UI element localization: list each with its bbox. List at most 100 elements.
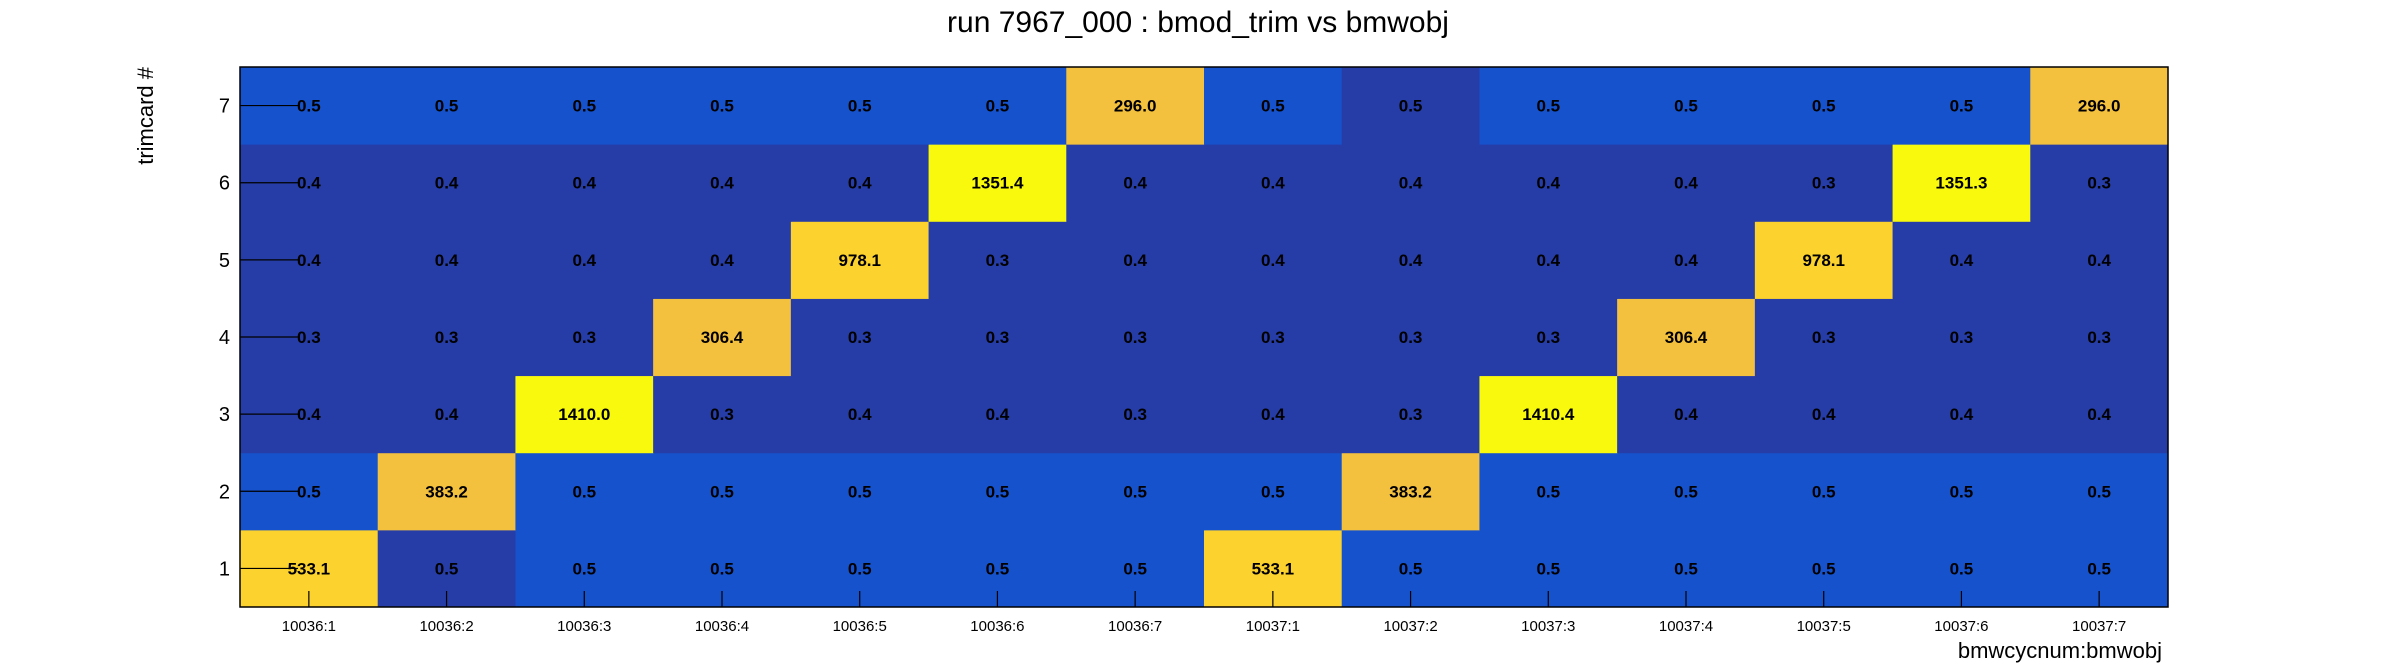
heatmap-cell: [1204, 375, 1343, 454]
y-tick-label: 6: [219, 173, 230, 195]
heatmap-cell-label: 0.5: [1123, 482, 1147, 501]
heatmap-cell: [1066, 67, 1205, 145]
heatmap-cell-label: 0.3: [297, 328, 321, 347]
heatmap-cell-label: 0.3: [2087, 174, 2111, 193]
heatmap-cell-label: 383.2: [425, 482, 468, 501]
heatmap-cell-label: 0.3: [1950, 328, 1974, 347]
heatmap-cell: [2030, 375, 2169, 454]
heatmap-cell: [1479, 144, 1618, 222]
heatmap-cell: [653, 67, 792, 145]
heatmap-cell: [790, 67, 930, 145]
heatmap-cell-label: 0.4: [848, 405, 872, 424]
heatmap-cell-label: 0.5: [297, 97, 321, 116]
heatmap-cell-label: 0.4: [435, 174, 459, 193]
heatmap-cell: [1754, 375, 1894, 454]
heatmap-cell: [790, 298, 930, 377]
heatmap-cell: [1341, 298, 1480, 377]
heatmap-cell-label: 0.4: [1123, 251, 1147, 270]
heatmap-cell: [1892, 67, 2031, 145]
heatmap-cell-label: 0.4: [1399, 251, 1423, 270]
heatmap-cell-label: 0.5: [848, 559, 872, 578]
heatmap-cell: [1892, 452, 2031, 531]
heatmap-cell: [515, 67, 654, 145]
heatmap-cell-label: 0.5: [1950, 97, 1974, 116]
x-tick-label: 10036:6: [970, 618, 1024, 635]
heatmap-cell-label: 0.4: [1536, 174, 1560, 193]
heatmap-cell-label: 0.4: [572, 174, 596, 193]
heatmap-cell-label: 0.5: [2087, 482, 2111, 501]
heatmap-cell-label: 0.4: [1399, 174, 1423, 193]
heatmap-cell: [515, 452, 654, 531]
x-tick-label: 10037:2: [1383, 618, 1437, 635]
heatmap-cell-label: 533.1: [1252, 559, 1295, 578]
heatmap-cell-label: 0.5: [848, 97, 872, 116]
heatmap-cell-label: 0.5: [2087, 559, 2111, 578]
heatmap-cell-label: 0.4: [1123, 174, 1147, 193]
heatmap-cell-label: 0.3: [1123, 328, 1147, 347]
heatmap-cell-label: 0.4: [435, 405, 459, 424]
x-tick-label: 10037:3: [1521, 618, 1575, 635]
heatmap-cell-label: 0.5: [1536, 482, 1560, 501]
heatmap-cell: [1066, 298, 1205, 377]
heatmap-cell-labels: 533.1 0.5 0.5 0.5 0.5 0.5 0.5 533.1 0.5 0.5 0.5 0.5…: [288, 97, 2121, 579]
heatmap-cell-label: 1410.4: [1522, 405, 1575, 424]
heatmap-cell: [1204, 144, 1343, 222]
heatmap-cell-label: 0.4: [1674, 405, 1698, 424]
heatmap-cell-label: 0.4: [710, 174, 734, 193]
heatmap-cell-label: 1351.4: [971, 174, 1024, 193]
heatmap-cell: [1617, 67, 1756, 145]
y-axis: 1 2 3 4 5 6 7: [219, 96, 298, 580]
heatmap-cell: [1617, 375, 1756, 454]
heatmap-cell: [1066, 144, 1205, 222]
y-tick-label: 4: [219, 327, 230, 349]
heatmap-cell: [1204, 298, 1343, 377]
heatmap-cell-label: 0.5: [986, 559, 1010, 578]
heatmap-cell-label: 0.3: [986, 251, 1010, 270]
heatmap-cell-label: 0.5: [1261, 482, 1285, 501]
heatmap-cell-label: 0.5: [986, 97, 1010, 116]
heatmap-cell-label: 0.3: [1399, 328, 1423, 347]
heatmap-cell: [1892, 221, 2031, 299]
heatmap-cell-label: 0.5: [710, 97, 734, 116]
heatmap-cell-label: 306.4: [1665, 328, 1708, 347]
heatmap-cell-label: 0.5: [1812, 97, 1836, 116]
heatmap-cell: [1204, 452, 1343, 531]
heatmap-cell-label: 0.5: [572, 482, 596, 501]
heatmap-cell-label: 0.5: [1950, 482, 1974, 501]
x-axis: 10036:1 10036:2 10036:3 10036:4 10036:5 10036…: [282, 591, 2126, 635]
heatmap-cell: [2030, 67, 2169, 145]
x-tick-label: 10037:6: [1934, 618, 1988, 635]
x-axis-title: bmwcycnum:bmwobj: [1958, 638, 2162, 663]
heatmap-cell-label: 296.0: [1114, 97, 1157, 116]
heatmap-cell-label: 0.4: [2087, 251, 2111, 270]
heatmap-cell: [515, 144, 654, 222]
x-tick-label: 10036:2: [419, 618, 473, 635]
heatmap-cell-label: 0.4: [297, 174, 321, 193]
heatmap-cell: [1066, 375, 1205, 454]
heatmap-cell-label: 0.5: [1674, 97, 1698, 116]
heatmap-cell-label: 0.4: [1261, 251, 1285, 270]
heatmap-cell: [1754, 144, 1894, 222]
x-tick-label: 10037:4: [1659, 618, 1713, 635]
heatmap-cell-label: 0.5: [572, 97, 596, 116]
x-tick-label: 10036:3: [557, 618, 611, 635]
heatmap-cell-label: 0.3: [572, 328, 596, 347]
heatmap-cell-label: 0.5: [1950, 559, 1974, 578]
y-tick-label: 1: [219, 558, 230, 580]
heatmap-cell: [928, 67, 1067, 145]
heatmap-cell: [377, 375, 516, 454]
heatmap-cell-label: 1351.3: [1935, 174, 1987, 193]
heatmap-cell-label: 0.5: [435, 97, 459, 116]
heatmap-cells: [240, 67, 2169, 608]
heatmap-cell-label: 0.5: [986, 482, 1010, 501]
heatmap-cell-label: 0.5: [1123, 559, 1147, 578]
heatmap-cell-label: 0.5: [848, 482, 872, 501]
heatmap-cell-label: 0.4: [1950, 405, 1974, 424]
heatmap-cell: [1066, 452, 1205, 531]
heatmap-cell-label: 0.4: [1674, 174, 1698, 193]
heatmap-cell: [377, 452, 516, 531]
heatmap-cell-label: 0.4: [1261, 405, 1285, 424]
heatmap-cell: [928, 375, 1067, 454]
heatmap-cell: [1341, 221, 1480, 299]
